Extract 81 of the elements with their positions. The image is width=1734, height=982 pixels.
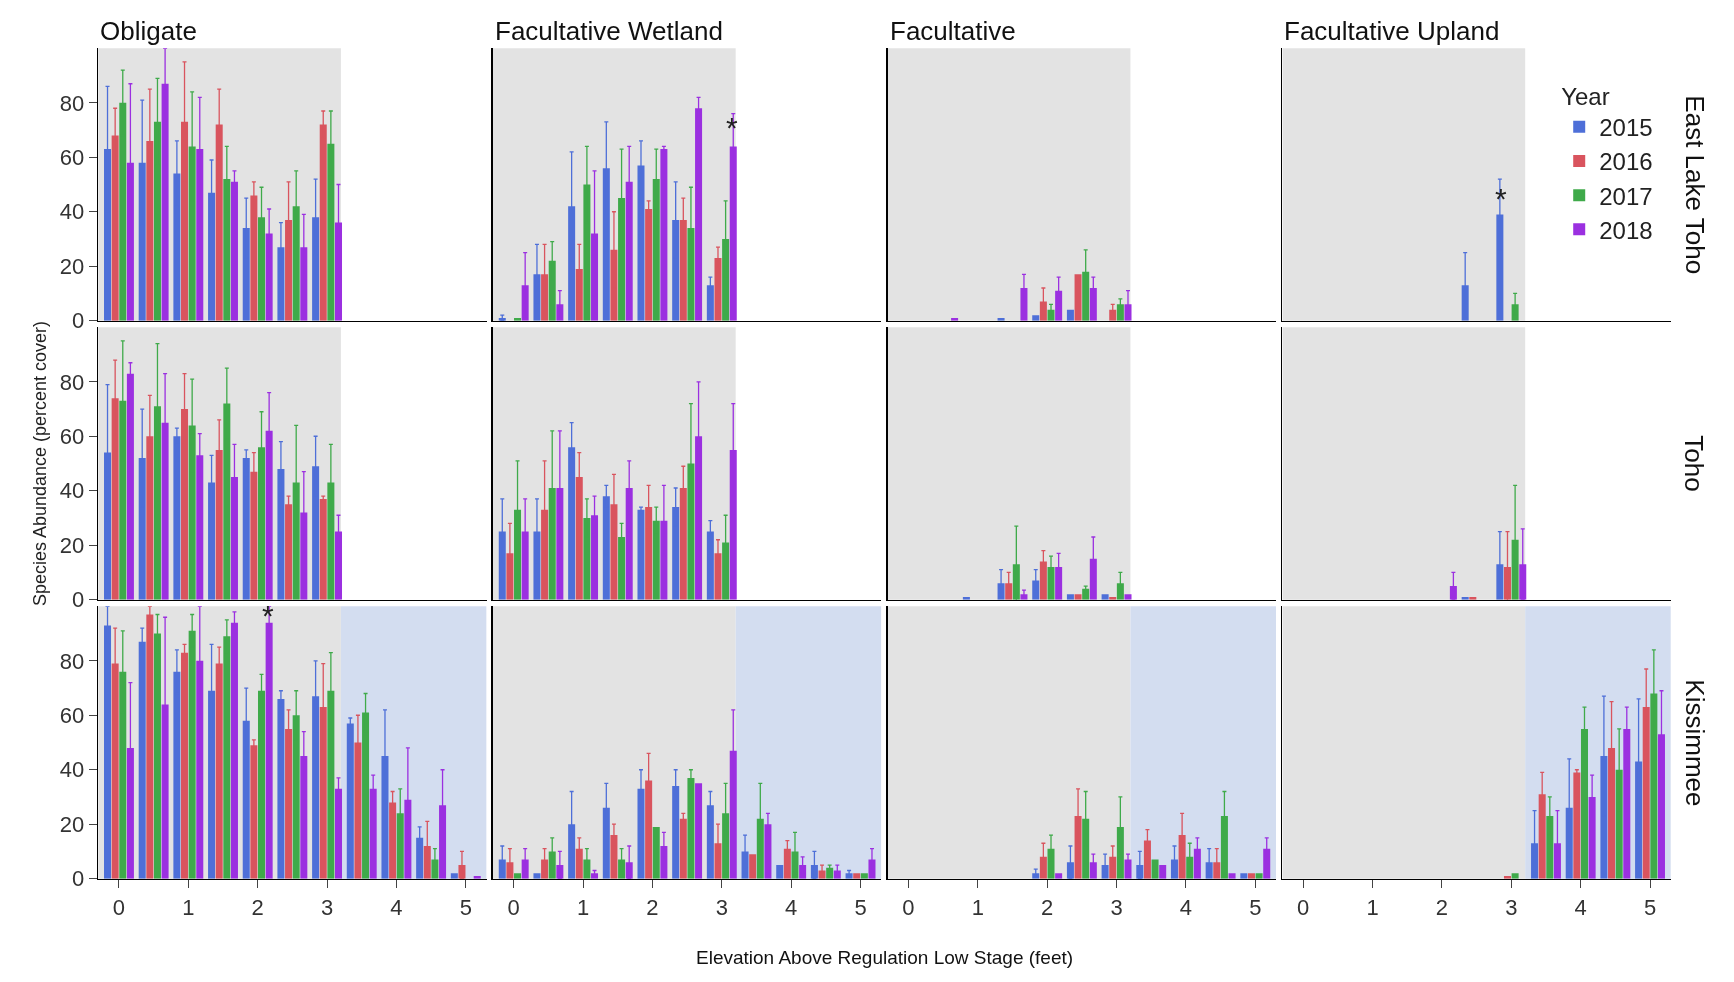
y2-axis-title: Kissimmee [1679, 679, 1710, 807]
legend-title: Year [1561, 82, 1610, 110]
y-tick-label: 20 [59, 811, 85, 837]
bar [1101, 594, 1109, 600]
y-tick-label: 0 [72, 308, 85, 334]
y-tick-label: 60 [59, 144, 85, 170]
x-tick-label: 1 [576, 894, 590, 920]
x-tick-label: 4 [390, 894, 403, 920]
bar [1032, 315, 1040, 321]
y-axis-title: Species Abundance (percent cover) [30, 320, 51, 607]
bar [533, 873, 541, 879]
y-tick-label: 0 [72, 866, 85, 892]
bar [514, 873, 522, 879]
bar [695, 783, 703, 879]
x-tick-label: 3 [1505, 894, 1518, 920]
bar [660, 149, 668, 321]
chart-title: Facultative Upland [1284, 16, 1500, 46]
bar [776, 865, 784, 879]
x-tick-label: 4 [785, 894, 798, 920]
bar [1255, 873, 1263, 879]
chart-title: Obligate [100, 16, 197, 46]
bar [1228, 873, 1236, 879]
bar [1511, 873, 1519, 879]
chart-title: Facultative Wetland [495, 16, 723, 46]
bar [319, 498, 327, 600]
x-tick-label: 1 [1366, 894, 1379, 920]
y-tick-label: 40 [59, 199, 85, 225]
x-tick-label: 3 [715, 894, 728, 920]
legend-label: 2016 [1599, 148, 1653, 176]
bar [1151, 859, 1159, 879]
legend-label: 2018 [1599, 216, 1653, 244]
x-tick-label: 2 [1041, 894, 1054, 920]
x-tick-label: 0 [1297, 894, 1310, 920]
x-tick-label: 1 [182, 894, 195, 920]
y-tick-label: 80 [59, 648, 85, 674]
bar [1240, 873, 1248, 879]
x-tick-label: 0 [112, 894, 126, 920]
bar [749, 854, 757, 879]
bar [1247, 873, 1255, 879]
y-tick-label: 40 [59, 757, 85, 783]
bar [860, 873, 868, 879]
y-tick-label: 60 [59, 423, 85, 449]
legend-label: 2017 [1599, 182, 1653, 210]
bar [1066, 309, 1074, 321]
bar [853, 873, 861, 879]
y-tick-label: 20 [59, 253, 85, 279]
bar [1055, 873, 1063, 879]
bar [652, 826, 660, 879]
chart-title: Facultative [890, 16, 1016, 46]
x-axis-title: Elevation Above Regulation Low Stage (feet) [696, 947, 1074, 968]
x-tick-label: 2 [251, 894, 264, 920]
bar [1159, 865, 1167, 879]
x-tick-label: 4 [1179, 894, 1193, 920]
bar [1074, 594, 1082, 600]
x-tick-label: 0 [902, 894, 915, 920]
y-tick-label: 0 [72, 587, 85, 613]
x-tick-label: 2 [1435, 894, 1449, 920]
bar [1573, 772, 1581, 879]
legend-label: 2015 [1599, 114, 1653, 142]
x-tick-label: 5 [1643, 894, 1657, 920]
bar [1074, 274, 1082, 321]
y-tick-label: 40 [59, 478, 85, 504]
x-tick-label: 0 [507, 894, 520, 920]
bar [1124, 594, 1132, 600]
y2-axis-title: Toho [1678, 435, 1709, 492]
y-tick-label: 80 [59, 90, 85, 116]
y2-axis-title: East Lake Toho [1679, 95, 1710, 275]
y-tick-label: 60 [59, 702, 85, 728]
bar [450, 873, 458, 879]
x-tick-label: 5 [459, 894, 472, 920]
y-tick-label: 20 [59, 532, 85, 558]
x-tick-label: 3 [320, 894, 334, 920]
y-tick-label: 80 [59, 369, 85, 395]
x-tick-label: 2 [646, 894, 659, 920]
bar [637, 509, 645, 600]
x-tick-label: 3 [1110, 894, 1123, 920]
x-tick-label: 4 [1574, 894, 1587, 920]
bar [1066, 594, 1074, 600]
x-tick-label: 1 [971, 894, 984, 920]
x-tick-label: 5 [854, 894, 867, 920]
x-tick-label: 5 [1249, 894, 1262, 920]
